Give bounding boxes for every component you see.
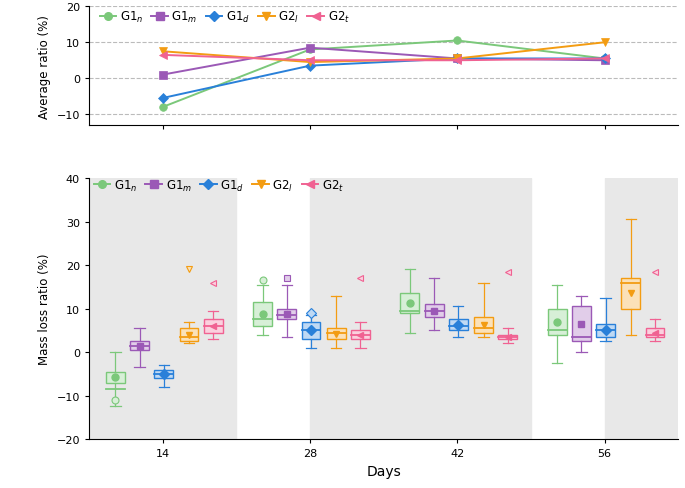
G2$_t$ [158,53,167,59]
Bar [548,309,566,335]
G2$_l$ [453,57,461,62]
Legend: G1$_n$, G1$_m$, G1$_d$, G2$_l$, G2$_t$: G1$_n$, G1$_m$, G1$_d$, G2$_l$, G2$_t$ [95,5,354,29]
Bar [327,328,346,339]
Bar [621,279,640,309]
Bar [89,179,236,439]
G1$_d$ [453,57,461,62]
G1$_n$ [158,105,167,111]
G1$_d$ [306,63,314,69]
G2$_l$ [600,41,609,46]
G2$_t$ [306,58,314,64]
Bar [310,179,531,439]
Bar [253,303,272,326]
G1$_n$ [306,47,314,53]
Line: G2$_t$: G2$_t$ [159,52,608,65]
X-axis label: Days: Days [366,464,401,478]
Line: G2$_l$: G2$_l$ [159,40,608,67]
Bar [605,179,678,439]
Y-axis label: Mass loss ratio (%): Mass loss ratio (%) [38,253,51,365]
Y-axis label: Average ratio (%): Average ratio (%) [38,15,51,119]
G2$_l$ [158,49,167,55]
G2$_t$ [600,57,609,62]
Line: G1$_n$: G1$_n$ [159,38,608,112]
Legend: G1$_n$, G1$_m$, G1$_d$, G2$_l$, G2$_t$: G1$_n$, G1$_m$, G1$_d$, G2$_l$, G2$_t$ [89,174,349,198]
Bar [351,331,370,339]
Bar [498,335,517,339]
G1$_d$ [600,57,609,62]
Bar [572,307,591,342]
Bar [106,372,125,383]
G2$_l$ [306,60,314,66]
Bar [645,328,664,337]
G1$_m$ [600,58,609,64]
G1$_m$ [453,57,461,62]
Bar [449,320,468,331]
G1$_n$ [600,57,609,62]
G1$_m$ [158,73,167,79]
Bar [474,318,493,333]
Bar [154,370,173,378]
Bar [130,342,149,350]
Line: G1$_m$: G1$_m$ [159,45,608,79]
G1$_n$ [453,39,461,44]
Bar [401,294,419,313]
Bar [301,322,321,339]
Line: G1$_d$: G1$_d$ [159,56,608,102]
Bar [277,309,297,320]
Bar [203,320,223,333]
Bar [596,324,615,337]
Bar [425,305,444,318]
Bar [179,328,199,342]
G2$_t$ [453,58,461,64]
G1$_m$ [306,46,314,52]
G1$_d$ [158,96,167,102]
